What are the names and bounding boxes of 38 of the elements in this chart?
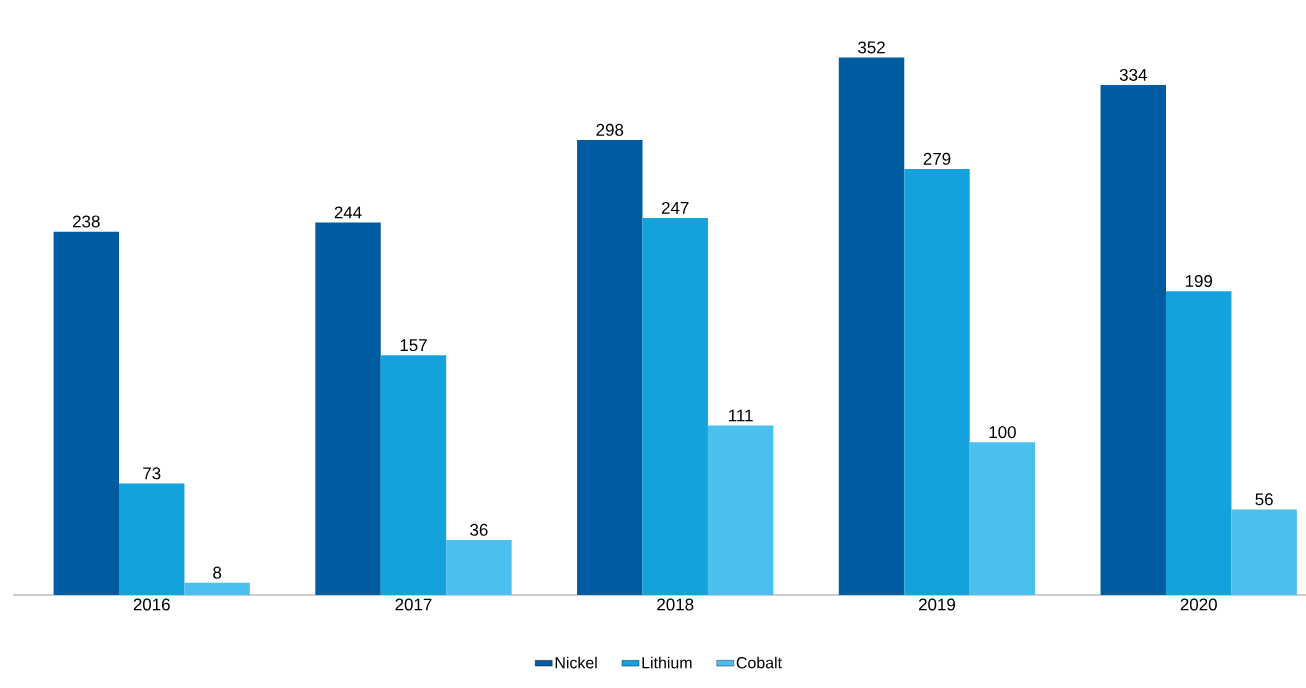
data-label: 298 bbox=[596, 123, 624, 136]
bar bbox=[577, 140, 643, 595]
bar bbox=[1231, 509, 1297, 595]
legend-label: Cobalt bbox=[736, 656, 782, 669]
bar bbox=[642, 217, 708, 595]
x-tick-label: 2016 bbox=[133, 598, 170, 611]
data-label: 8 bbox=[213, 566, 222, 579]
legend-label: Nickel bbox=[555, 656, 597, 669]
data-label: 279 bbox=[923, 152, 951, 165]
legend-label: Lithium bbox=[642, 656, 692, 669]
data-label: 56 bbox=[1255, 493, 1273, 506]
data-label: 244 bbox=[334, 206, 362, 219]
data-label: 73 bbox=[143, 467, 161, 480]
bar bbox=[1100, 85, 1166, 595]
bar bbox=[1166, 291, 1232, 595]
bar bbox=[707, 425, 774, 595]
x-tick-label: 2017 bbox=[395, 598, 432, 611]
bar bbox=[969, 442, 1036, 595]
x-tick-label: 2020 bbox=[1180, 598, 1217, 611]
bar bbox=[446, 540, 512, 595]
data-label: 111 bbox=[729, 409, 753, 422]
data-label: 352 bbox=[858, 41, 885, 54]
data-label: 157 bbox=[400, 339, 427, 352]
data-label: 100 bbox=[989, 426, 1016, 439]
data-label: 334 bbox=[1119, 68, 1147, 81]
data-label: 238 bbox=[73, 215, 100, 228]
bar bbox=[119, 483, 185, 595]
bar bbox=[838, 57, 905, 595]
bar bbox=[904, 169, 970, 595]
bar bbox=[315, 222, 381, 595]
data-label: 36 bbox=[470, 523, 488, 536]
x-tick-label: 2019 bbox=[918, 598, 956, 611]
data-label: 199 bbox=[1185, 275, 1213, 287]
bar bbox=[184, 582, 250, 595]
x-tick-label: 2018 bbox=[657, 598, 694, 611]
data-label: 247 bbox=[661, 201, 689, 214]
bar bbox=[380, 355, 447, 595]
bar bbox=[53, 231, 120, 595]
